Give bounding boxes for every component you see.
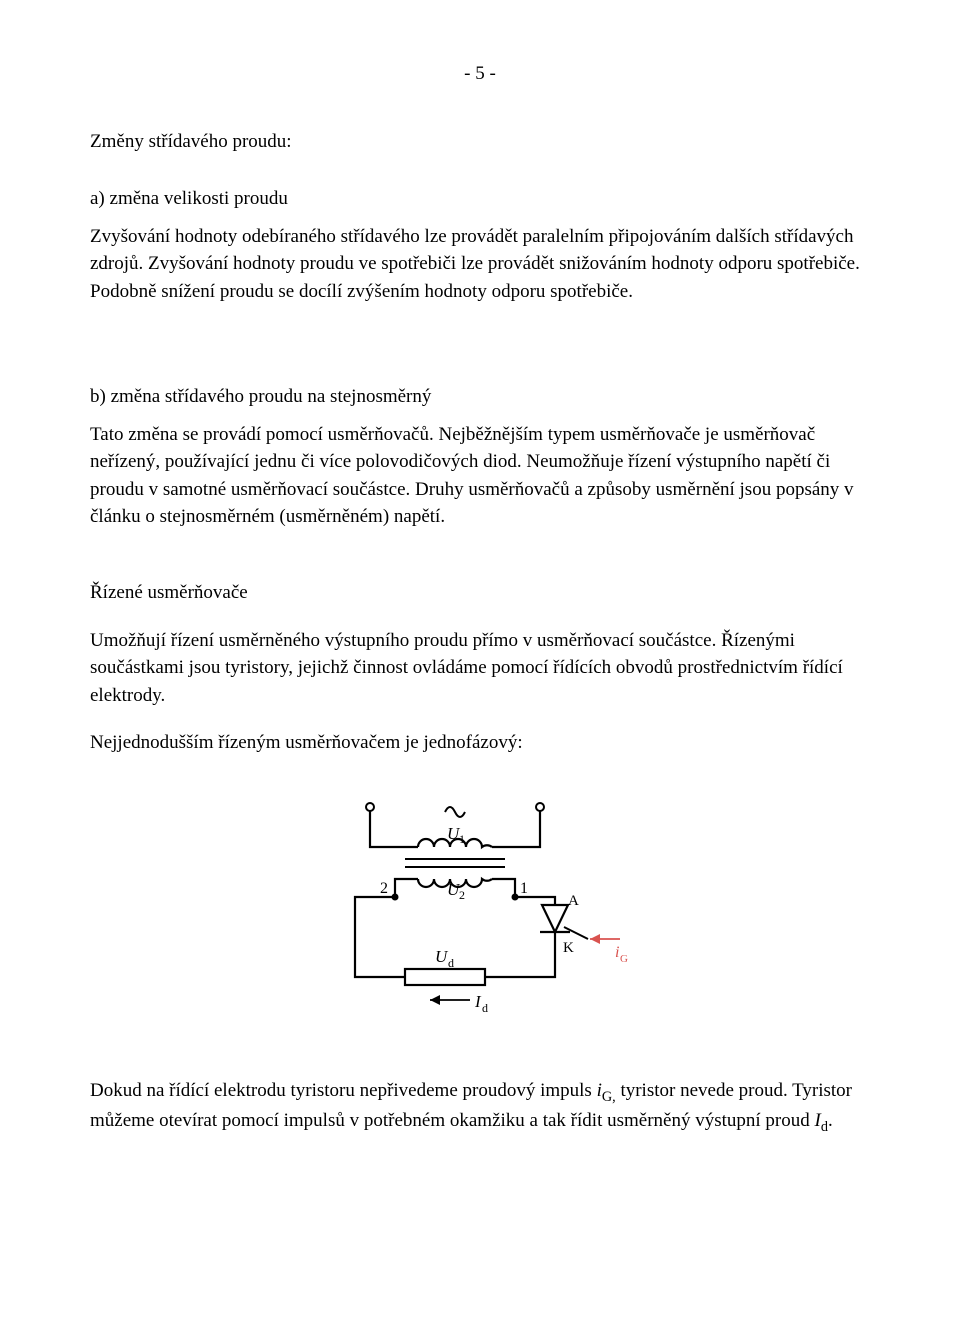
circuit-diagram: U 1 U 2 2 1 U d A K i G I d bbox=[320, 787, 640, 1027]
svg-text:K: K bbox=[563, 940, 574, 956]
footer-text-a: Dokud na řídící elektrodu tyristoru nepř… bbox=[90, 1080, 597, 1101]
svg-text:A: A bbox=[568, 893, 579, 909]
svg-text:2: 2 bbox=[459, 888, 465, 902]
footer-text-c: . bbox=[828, 1110, 833, 1131]
section-a-label: a) změna velikosti proudu bbox=[90, 185, 870, 213]
rizene-heading: Řízené usměrňovače bbox=[90, 579, 870, 607]
iG-sub: G, bbox=[602, 1089, 616, 1105]
rizene-p2: Nejjednodušším řízeným usměrňovačem je j… bbox=[90, 729, 870, 757]
Id-sub: d bbox=[821, 1119, 828, 1135]
rizene-p1: Umožňují řízení usměrněného výstupního p… bbox=[90, 627, 870, 710]
svg-text:1: 1 bbox=[459, 832, 465, 846]
svg-text:d: d bbox=[448, 956, 454, 970]
svg-text:I: I bbox=[474, 992, 482, 1011]
heading-main: Změny střídavého proudu: bbox=[90, 128, 870, 156]
svg-text:i: i bbox=[615, 944, 619, 961]
svg-text:G: G bbox=[620, 953, 628, 965]
section-b-p1: Tato změna se provádí pomocí usměrňovačů… bbox=[90, 421, 870, 531]
svg-text:U: U bbox=[435, 947, 449, 966]
section-b-label: b) změna střídavého proudu na stejnosměr… bbox=[90, 383, 870, 411]
svg-text:2: 2 bbox=[380, 880, 388, 897]
svg-text:d: d bbox=[482, 1001, 488, 1015]
svg-text:1: 1 bbox=[520, 880, 528, 897]
page-number: - 5 - bbox=[90, 60, 870, 88]
footer-paragraph: Dokud na řídící elektrodu tyristoru nepř… bbox=[90, 1077, 870, 1138]
section-a-p1: Zvyšování hodnoty odebíraného střídavého… bbox=[90, 223, 870, 306]
